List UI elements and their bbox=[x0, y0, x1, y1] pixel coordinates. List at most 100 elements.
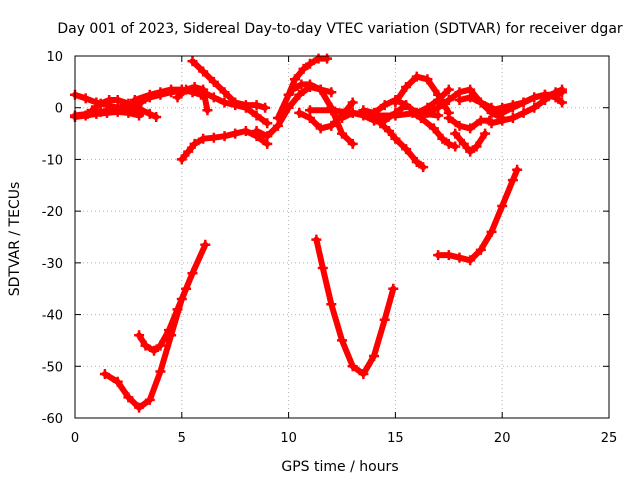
data-point-marker bbox=[369, 107, 380, 118]
data-point-marker bbox=[518, 97, 529, 108]
data-point-marker bbox=[144, 108, 155, 119]
series-line bbox=[392, 73, 452, 116]
data-point-marker bbox=[443, 94, 454, 105]
data-point-marker bbox=[172, 304, 183, 315]
data-point-marker bbox=[294, 107, 305, 118]
data-point-marker bbox=[458, 138, 469, 149]
data-point-marker bbox=[557, 84, 568, 95]
data-point-marker bbox=[390, 107, 401, 118]
data-point-marker bbox=[208, 92, 219, 103]
data-point-marker bbox=[347, 107, 358, 118]
data-point-marker bbox=[208, 132, 219, 143]
data-point-marker bbox=[383, 125, 394, 136]
data-point-marker bbox=[219, 97, 230, 108]
data-point-marker bbox=[507, 113, 518, 124]
data-point-marker bbox=[251, 125, 262, 136]
x-tick-label: 25 bbox=[601, 431, 618, 446]
data-point-marker bbox=[251, 100, 262, 111]
data-point-marker bbox=[486, 105, 497, 116]
data-point-marker bbox=[112, 376, 123, 387]
data-point-marker bbox=[315, 123, 326, 134]
series-arc-12 bbox=[287, 79, 358, 149]
data-point-marker bbox=[198, 84, 209, 95]
data-point-marker bbox=[475, 97, 486, 108]
series-arc-29 bbox=[433, 164, 523, 266]
data-point-marker bbox=[507, 100, 518, 111]
data-point-marker bbox=[465, 146, 476, 157]
data-point-marker bbox=[529, 102, 540, 113]
data-point-marker bbox=[550, 87, 561, 98]
x-tick-label: 20 bbox=[494, 431, 511, 446]
data-point-marker bbox=[475, 244, 486, 255]
data-point-marker bbox=[443, 113, 454, 124]
series-arc-22 bbox=[450, 128, 491, 157]
y-tick-label: -60 bbox=[42, 412, 63, 427]
data-point-marker bbox=[187, 268, 198, 279]
data-point-marker bbox=[497, 102, 508, 113]
data-point-marker bbox=[294, 89, 305, 100]
data-point-marker bbox=[390, 97, 401, 108]
data-point-marker bbox=[486, 226, 497, 237]
data-point-marker bbox=[311, 234, 322, 245]
data-point-marker bbox=[187, 56, 198, 67]
data-point-marker bbox=[465, 123, 476, 134]
data-point-marker bbox=[475, 115, 486, 126]
data-point-marker bbox=[200, 239, 211, 250]
data-point-marker bbox=[480, 128, 491, 139]
data-point-marker bbox=[149, 345, 160, 356]
data-point-marker bbox=[454, 120, 465, 131]
data-point-marker bbox=[454, 94, 465, 105]
data-point-marker bbox=[401, 100, 412, 111]
data-point-marker bbox=[287, 84, 298, 95]
y-tick-label: -50 bbox=[42, 360, 63, 375]
y-tick-label: -30 bbox=[42, 257, 63, 272]
data-point-marker bbox=[313, 53, 324, 64]
data-point-marker bbox=[219, 87, 230, 98]
y-axis-label: SDTVAR / TECUs bbox=[7, 182, 23, 297]
data-point-marker bbox=[230, 128, 241, 139]
data-point-marker bbox=[337, 128, 347, 139]
y-tick-label: -40 bbox=[42, 309, 63, 324]
data-point-marker bbox=[183, 146, 194, 157]
series-arc-17 bbox=[375, 118, 429, 173]
data-point-marker bbox=[407, 107, 418, 118]
data-point-marker bbox=[507, 175, 518, 186]
data-point-marker bbox=[326, 105, 337, 116]
data-point-marker bbox=[296, 79, 307, 90]
data-point-marker bbox=[443, 250, 454, 261]
data-point-marker bbox=[416, 113, 427, 124]
data-point-marker bbox=[358, 105, 369, 116]
data-point-marker bbox=[437, 133, 448, 144]
series-arc-8 bbox=[187, 56, 271, 113]
data-point-marker bbox=[326, 87, 337, 98]
data-point-marker bbox=[529, 92, 540, 103]
plot-frame bbox=[74, 55, 610, 419]
data-point-marker bbox=[202, 105, 213, 116]
data-point-marker bbox=[465, 255, 476, 266]
data-point-marker bbox=[251, 110, 262, 121]
data-point-marker bbox=[189, 82, 200, 93]
data-point-marker bbox=[512, 164, 523, 175]
series-arc-7 bbox=[176, 125, 273, 165]
data-point-marker bbox=[422, 74, 433, 85]
data-point-marker bbox=[99, 369, 110, 380]
data-point-marker bbox=[166, 87, 177, 98]
series-arc-11 bbox=[272, 53, 333, 124]
data-point-marker bbox=[240, 125, 251, 136]
data-point-marker bbox=[262, 131, 273, 142]
data-point-marker bbox=[401, 144, 412, 155]
y-tick-label: 10 bbox=[46, 50, 63, 65]
data-point-marker bbox=[112, 94, 123, 105]
data-series bbox=[70, 53, 568, 413]
data-point-marker bbox=[315, 84, 326, 95]
x-tick-label: 0 bbox=[71, 431, 79, 446]
y-tick-label: -20 bbox=[42, 205, 63, 220]
chart-title: Day 001 of 2023, Sidereal Day-to-day VTE… bbox=[57, 21, 623, 37]
data-point-marker bbox=[80, 110, 91, 121]
data-point-marker bbox=[411, 71, 422, 82]
series-arc-19 bbox=[407, 107, 461, 152]
data-point-marker bbox=[326, 120, 337, 131]
y-tick-label: -10 bbox=[42, 153, 63, 168]
data-point-marker bbox=[95, 98, 106, 109]
